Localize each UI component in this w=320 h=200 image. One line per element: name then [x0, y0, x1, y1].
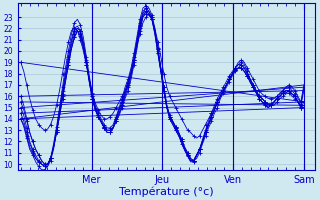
X-axis label: Température (°c): Température (°c) — [119, 186, 214, 197]
